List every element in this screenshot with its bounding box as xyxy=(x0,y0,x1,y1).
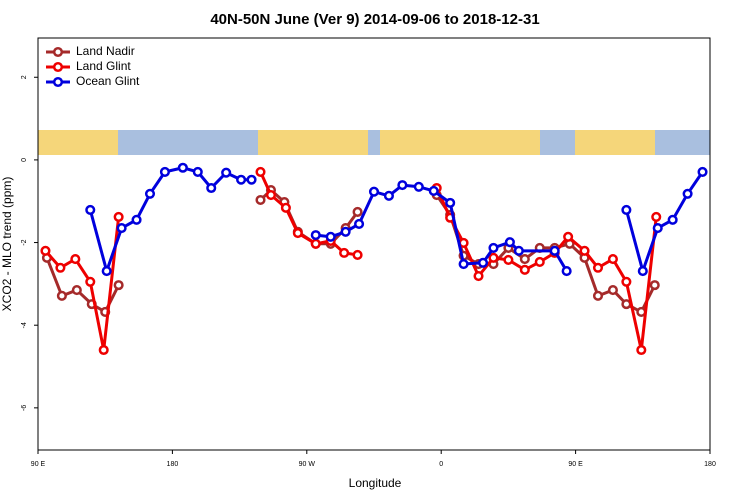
x-tick-label: 90 W xyxy=(299,461,316,468)
data-point xyxy=(534,256,545,268)
x-axis-label: Longitude xyxy=(349,476,402,490)
data-point xyxy=(352,206,363,218)
data-point xyxy=(40,245,51,256)
data-point xyxy=(473,270,484,282)
data-point xyxy=(651,211,662,222)
data-point xyxy=(607,254,618,265)
data-point xyxy=(428,185,439,196)
data-point xyxy=(621,276,632,287)
data-point xyxy=(116,223,127,234)
y-tick-label: -6 xyxy=(21,405,28,411)
data-point xyxy=(292,227,303,239)
data-point xyxy=(113,211,124,222)
y-tick-label: -2 xyxy=(21,239,28,245)
legend-label: Land Nadir xyxy=(76,44,135,58)
data-point xyxy=(246,174,257,185)
legend-marker xyxy=(52,46,64,58)
data-point xyxy=(636,344,647,356)
data-point xyxy=(561,266,572,277)
data-point xyxy=(85,204,96,215)
data-point xyxy=(159,166,170,177)
data-point xyxy=(621,204,632,215)
legend-marker xyxy=(52,61,64,73)
y-axis-label: XCO2 - MLO trend (ppm) xyxy=(0,177,14,312)
map-strip xyxy=(38,130,710,155)
data-point xyxy=(488,242,499,253)
data-point xyxy=(445,197,456,208)
legend-marker xyxy=(52,76,64,88)
data-point xyxy=(563,231,574,242)
data-point xyxy=(85,276,96,287)
data-point xyxy=(265,189,277,201)
x-tick-label: 90 E xyxy=(568,461,583,468)
plot-frame xyxy=(37,37,711,451)
data-point xyxy=(71,285,82,296)
x-tick-label: 0 xyxy=(439,461,443,468)
data-point xyxy=(579,245,590,256)
data-point xyxy=(682,188,693,199)
x-tick-label: 90 E xyxy=(31,461,46,468)
data-point xyxy=(519,254,530,265)
data-point xyxy=(368,186,380,197)
data-point xyxy=(55,262,66,273)
y-tick-label: -4 xyxy=(21,322,28,328)
x-tick-label: 180 xyxy=(704,461,716,468)
data-point xyxy=(144,188,156,199)
data-point xyxy=(310,230,321,241)
data-point xyxy=(131,214,142,225)
data-point xyxy=(70,254,81,265)
data-point xyxy=(339,247,350,258)
data-point xyxy=(649,280,660,291)
data-point xyxy=(352,249,363,261)
data-point xyxy=(652,223,663,234)
data-point xyxy=(667,214,678,225)
x-tick-label: 180 xyxy=(167,461,179,468)
data-point xyxy=(458,258,469,270)
data-point xyxy=(177,162,188,173)
legend-label: Ocean Glint xyxy=(76,74,140,88)
data-point xyxy=(113,280,124,291)
data-point xyxy=(488,252,499,263)
series-line xyxy=(45,188,657,314)
data-point xyxy=(221,167,232,178)
data-point xyxy=(549,245,560,256)
data-point xyxy=(519,264,530,275)
data-point xyxy=(310,238,321,249)
data-point xyxy=(413,181,424,192)
data-point xyxy=(101,266,112,277)
data-point xyxy=(325,231,336,242)
data-point xyxy=(383,190,394,201)
data-point xyxy=(477,257,489,268)
data-point xyxy=(697,166,708,177)
data-point xyxy=(280,202,291,213)
data-point xyxy=(340,226,351,237)
data-point xyxy=(503,254,514,265)
data-point xyxy=(592,262,604,273)
data-point xyxy=(206,182,217,194)
data-point xyxy=(354,218,365,230)
data-point xyxy=(592,290,604,301)
data-point xyxy=(192,166,203,177)
data-point xyxy=(397,180,408,191)
series-line xyxy=(44,171,658,352)
data-point xyxy=(607,285,618,296)
y-tick-label: 0 xyxy=(21,158,28,162)
y-tick-label: 2 xyxy=(21,75,28,79)
data-point xyxy=(98,344,109,356)
data-point xyxy=(621,299,632,310)
data-point xyxy=(56,290,67,301)
data-point xyxy=(255,194,266,206)
data-point xyxy=(255,166,266,177)
data-point xyxy=(236,174,247,185)
data-point xyxy=(513,245,524,256)
data-point xyxy=(637,266,648,277)
chart-title: 40N-50N June (Ver 9) 2014-09-06 to 2018-… xyxy=(210,11,539,28)
legend-label: Land Glint xyxy=(76,59,131,73)
data-point xyxy=(504,237,515,248)
